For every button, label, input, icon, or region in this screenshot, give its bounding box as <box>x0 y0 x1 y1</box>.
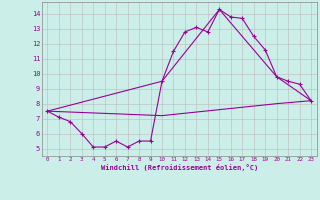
X-axis label: Windchill (Refroidissement éolien,°C): Windchill (Refroidissement éolien,°C) <box>100 164 258 171</box>
